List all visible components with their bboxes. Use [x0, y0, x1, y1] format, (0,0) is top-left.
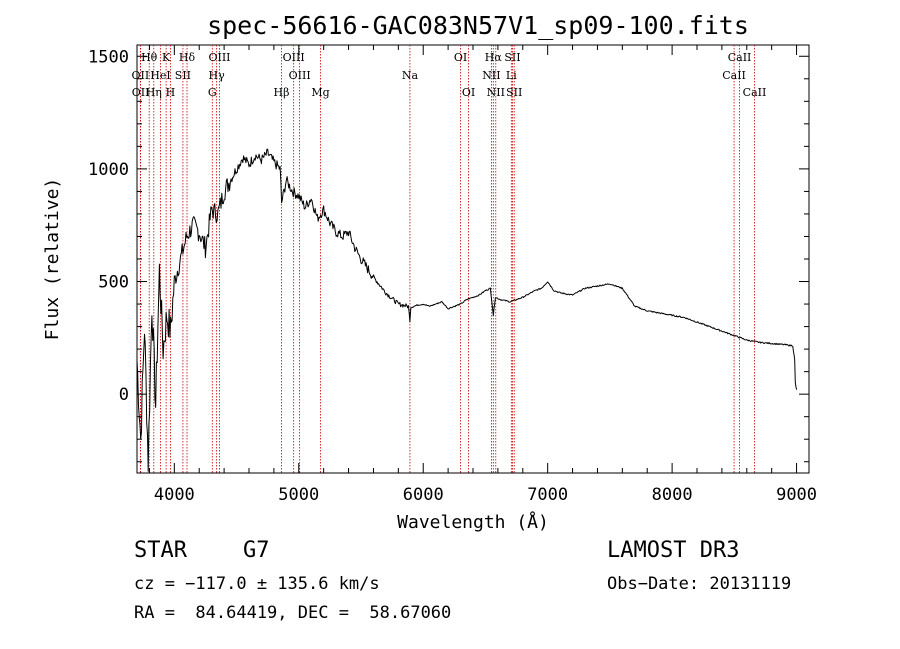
line-label: SII — [175, 69, 191, 82]
line-label: CaII — [722, 69, 746, 82]
line-label: OIII — [289, 69, 311, 82]
line-label: Hθ — [141, 51, 158, 64]
sky-coordinates: RA = 84.64419, DEC = 58.67060 — [134, 603, 452, 623]
redshift-velocity: cz = −117.0 ± 135.6 km/s — [134, 574, 380, 594]
line-label: Mg — [311, 86, 329, 99]
line-label: NII — [482, 69, 500, 82]
line-label: CaII — [728, 51, 752, 64]
series-layer — [136, 148, 798, 472]
line-label: SII — [504, 51, 520, 64]
survey-name: LAMOST DR3 — [607, 538, 740, 563]
x-tick-label: 6000 — [403, 485, 444, 505]
x-tick-label: 7000 — [527, 485, 568, 505]
y-tick-label: 1500 — [88, 47, 129, 67]
line-label: OI — [462, 86, 475, 99]
y-tick-label: 500 — [98, 273, 129, 293]
object-class: STAR — [134, 538, 187, 563]
line-label: CaII — [743, 86, 767, 99]
x-tick-label: 9000 — [776, 485, 817, 505]
line-label: Hη — [146, 86, 162, 99]
line-label: Hβ — [274, 86, 290, 99]
line-label: OII — [132, 69, 150, 82]
line-label: NII — [487, 86, 505, 99]
line-label: G — [208, 86, 217, 99]
x-tick-label: 8000 — [652, 485, 693, 505]
y-axis-label: Flux (relative) — [42, 178, 63, 341]
line-label: HeI — [150, 69, 170, 82]
x-tick-label: 4000 — [154, 485, 195, 505]
chart-title: spec-56616-GAC083N57V1_sp09-100.fits — [207, 11, 749, 40]
y-tick-label: 0 — [119, 385, 129, 405]
line-label: OIII — [208, 51, 230, 64]
line-label: Hγ — [209, 69, 226, 82]
line-label: SII — [506, 86, 522, 99]
y-tick-label: 1000 — [88, 160, 129, 180]
plot-frame — [136, 44, 810, 474]
axes-layer: 4000 5000 6000 7000 8000 9000 0 500 1000 1500 — [88, 45, 817, 505]
spectral-line-markers — [139, 45, 755, 473]
line-label: H — [166, 86, 176, 99]
line-label: Hδ — [179, 51, 196, 64]
line-label: Na — [402, 69, 419, 82]
line-label: OIII — [283, 51, 305, 64]
line-label: Li — [506, 69, 517, 82]
line-label: K — [162, 51, 171, 64]
line-label: OII — [132, 86, 150, 99]
series-line-spectrum — [136, 148, 798, 472]
line-label: OI — [454, 51, 467, 64]
line-label: Hα — [485, 51, 503, 64]
object-subclass: G7 — [243, 538, 270, 563]
x-axis-label: Wavelength (Å) — [397, 511, 549, 533]
x-tick-label: 5000 — [278, 485, 319, 505]
observation-date: Obs−Date: 20131119 — [607, 574, 792, 594]
